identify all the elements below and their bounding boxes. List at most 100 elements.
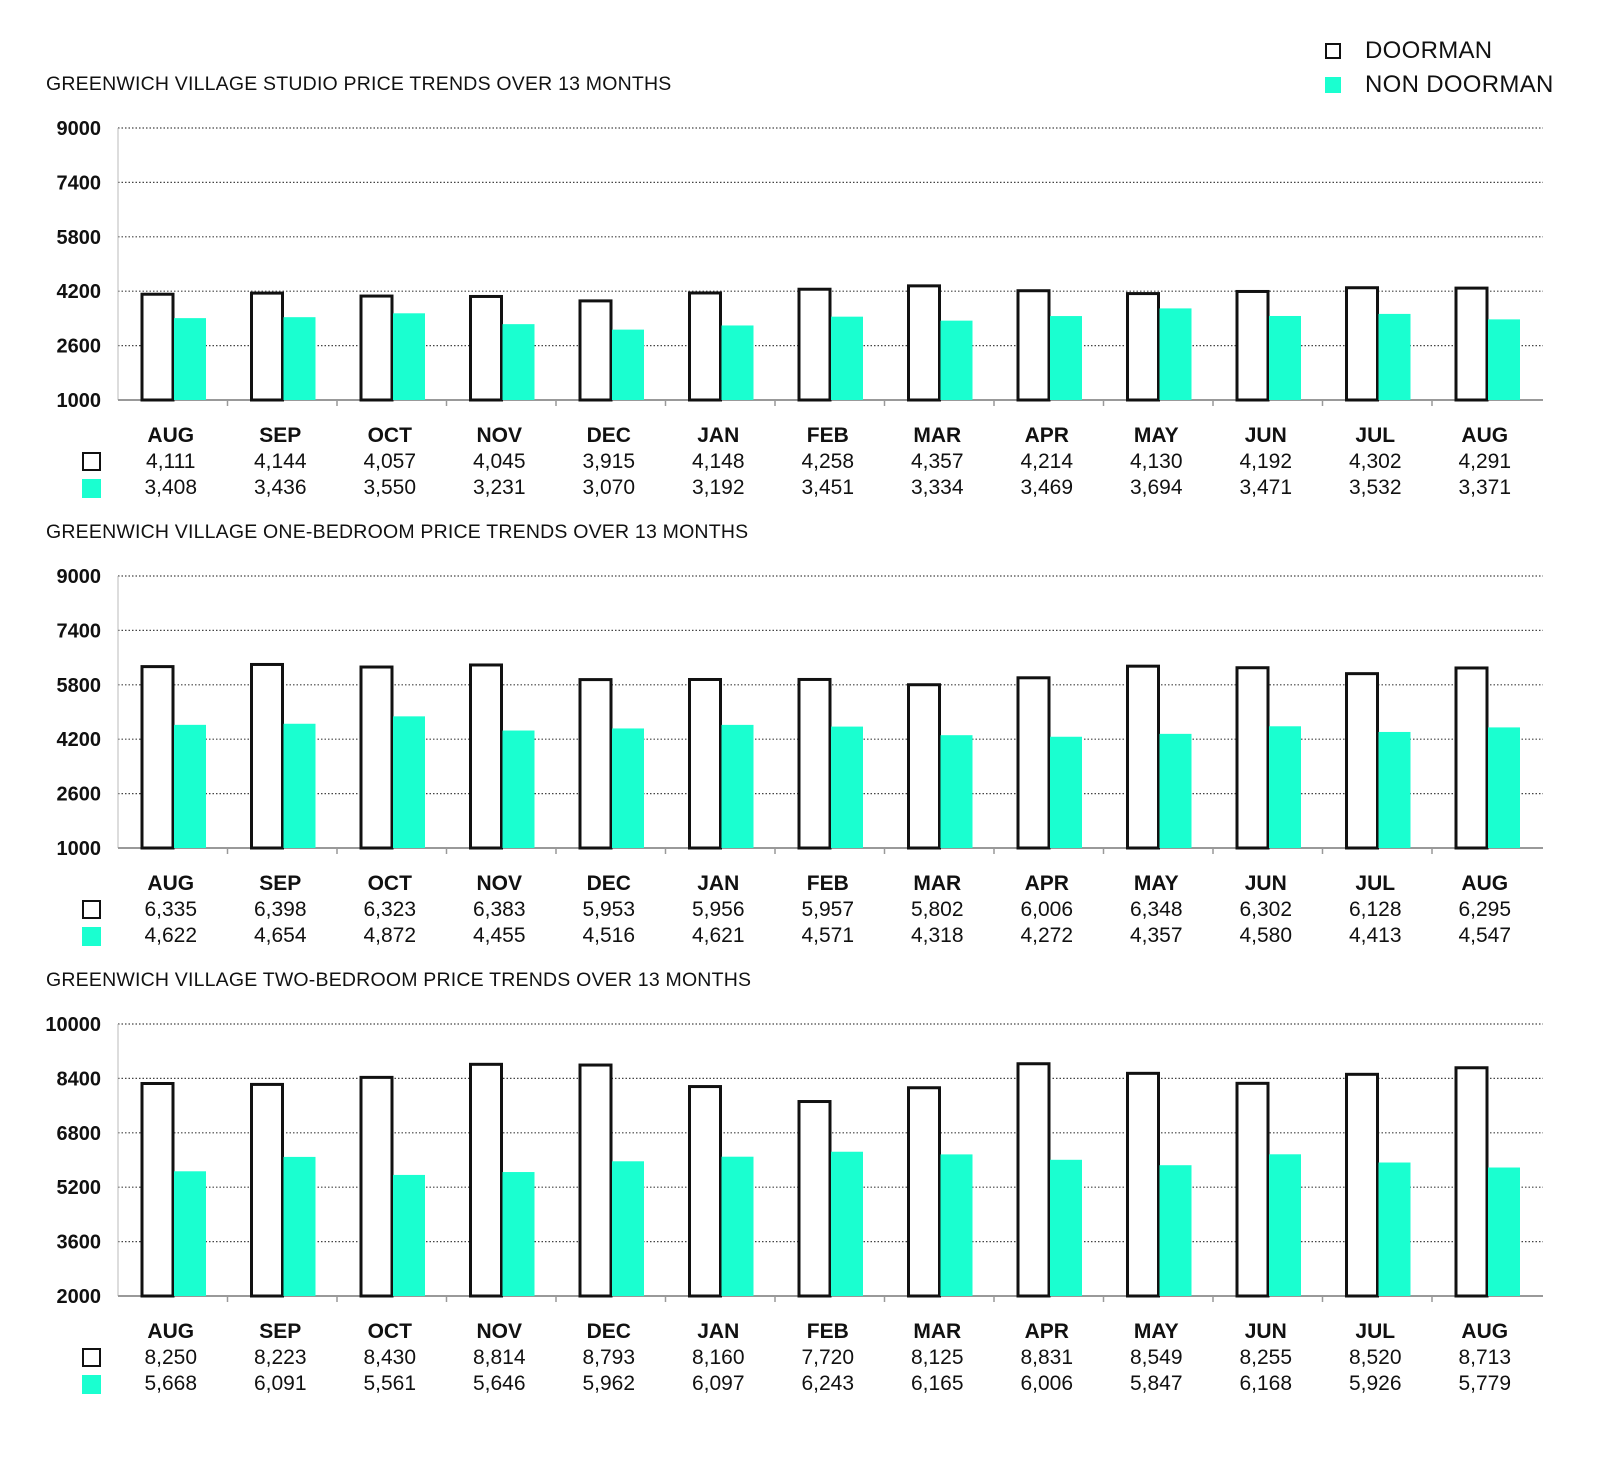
studio-value-label-non-doorman: 3,451 xyxy=(801,476,854,499)
studio-value-label-doorman: 4,357 xyxy=(911,450,964,473)
two-bedroom-bar-doorman xyxy=(250,1082,284,1298)
studio-value-label-non-doorman: 3,532 xyxy=(1349,476,1402,499)
legend-item-doorman: DOORMAN xyxy=(1325,34,1554,68)
one-bedroom-value-label-non-doorman: 4,357 xyxy=(1130,924,1183,947)
studio-value-label-non-doorman: 3,192 xyxy=(692,476,745,499)
studio-value-label-non-doorman: 3,550 xyxy=(363,476,416,499)
studio-bar-non-doorman xyxy=(831,316,863,400)
studio-category-label: SEP xyxy=(259,424,301,447)
two-bedroom-bar-doorman xyxy=(359,1075,394,1298)
studio-value-label-non-doorman: 3,408 xyxy=(144,476,197,499)
studio-bar-doorman xyxy=(359,294,394,402)
studio-category-label: JAN xyxy=(697,424,739,447)
two-bedroom-bar-non-doorman xyxy=(612,1161,644,1296)
studio-row-key-doorman xyxy=(82,452,101,471)
one-bedroom-category-label: AUG xyxy=(147,872,194,895)
one-bedroom-bar-doorman xyxy=(907,683,941,850)
two-bedroom-bar-non-doorman xyxy=(1159,1165,1192,1296)
one-bedroom-bar-doorman xyxy=(469,663,503,850)
two-bedroom-bar-doorman xyxy=(1345,1072,1379,1298)
one-bedroom-bar-doorman xyxy=(797,677,832,850)
studio-bar-non-doorman xyxy=(612,329,644,400)
studio-bar-non-doorman xyxy=(1269,315,1301,400)
studio-bar-non-doorman xyxy=(174,318,206,400)
one-bedroom-bar-non-doorman xyxy=(721,724,754,848)
one-bedroom-category-label: SEP xyxy=(259,872,301,895)
studio-value-label-non-doorman: 3,334 xyxy=(911,476,964,499)
two-bedroom-value-label-doorman: 8,831 xyxy=(1020,1346,1073,1369)
two-bedroom-value-label-non-doorman: 6,091 xyxy=(254,1372,307,1395)
studio-value-label-doorman: 4,214 xyxy=(1020,450,1073,473)
studio-bar-doorman xyxy=(797,287,832,402)
two-bedroom-category-label: APR xyxy=(1025,1320,1069,1343)
studio-bar-non-doorman xyxy=(393,313,425,400)
one-bedroom-bar-non-doorman xyxy=(1378,731,1411,848)
one-bedroom-bar-doorman xyxy=(688,677,722,850)
one-bedroom-bar-non-doorman xyxy=(502,730,535,848)
one-bedroom-value-label-non-doorman: 4,455 xyxy=(473,924,526,947)
two-bedroom-bar-non-doorman xyxy=(502,1172,535,1296)
studio-bar-non-doorman xyxy=(502,324,535,400)
studio-bar-doorman xyxy=(1126,292,1160,402)
studio-value-label-doorman: 4,057 xyxy=(363,450,416,473)
studio-bar-non-doorman xyxy=(1488,319,1520,400)
studio-category-label: APR xyxy=(1025,424,1069,447)
one-bedroom-value-label-non-doorman: 4,872 xyxy=(363,924,416,947)
legend-label-non-doorman: NON DOORMAN xyxy=(1365,71,1554,98)
studio-value-label-non-doorman: 3,371 xyxy=(1458,476,1511,499)
two-bedroom-value-label-non-doorman: 5,561 xyxy=(363,1372,416,1395)
one-bedroom-value-label-doorman: 5,956 xyxy=(692,898,745,921)
two-bedroom-row-key-non-doorman xyxy=(82,1375,101,1394)
studio-category-label: JUN xyxy=(1245,424,1287,447)
one-bedroom-value-label-doorman: 6,335 xyxy=(144,898,197,921)
studio-bar-doorman xyxy=(140,292,175,402)
two-bedroom-bar-non-doorman xyxy=(1050,1159,1082,1296)
one-bedroom-bar-doorman xyxy=(1345,672,1379,850)
two-bedroom-bar-doorman xyxy=(140,1082,175,1298)
two-bedroom-bar-doorman xyxy=(907,1086,941,1298)
one-bedroom-value-label-doorman: 6,128 xyxy=(1349,898,1402,921)
two-bedroom-value-label-doorman: 8,250 xyxy=(144,1346,197,1369)
two-bedroom-value-label-doorman: 8,223 xyxy=(254,1346,307,1369)
one-bedroom-category-label: OCT xyxy=(368,872,413,895)
legend: DOORMAN NON DOORMAN xyxy=(1325,34,1554,102)
two-bedroom-category-label: JAN xyxy=(697,1320,739,1343)
two-bedroom-value-label-doorman: 8,430 xyxy=(363,1346,416,1369)
studio-value-label-doorman: 4,302 xyxy=(1349,450,1402,473)
one-bedroom-value-label-non-doorman: 4,621 xyxy=(692,924,745,947)
one-bedroom-ytick-label: 1000 xyxy=(57,838,102,860)
one-bedroom-bar-non-doorman xyxy=(1159,733,1192,848)
two-bedroom-category-label: OCT xyxy=(368,1320,413,1343)
studio-value-label-doorman: 4,148 xyxy=(692,450,745,473)
legend-item-non-doorman: NON DOORMAN xyxy=(1325,68,1554,102)
one-bedroom-value-label-non-doorman: 4,413 xyxy=(1349,924,1402,947)
studio-category-label: DEC xyxy=(587,424,631,447)
one-bedroom-category-label: FEB xyxy=(807,872,849,895)
two-bedroom-category-label: JUN xyxy=(1245,1320,1287,1343)
two-bedroom-bar-non-doorman xyxy=(1378,1162,1411,1296)
two-bedroom-value-label-doorman: 8,160 xyxy=(692,1346,745,1369)
two-bedroom-value-label-non-doorman: 5,668 xyxy=(144,1372,197,1395)
studio-value-label-non-doorman: 3,436 xyxy=(254,476,307,499)
one-bedroom-value-label-doorman: 6,302 xyxy=(1239,898,1292,921)
two-bedroom-category-label: JUL xyxy=(1355,1320,1395,1343)
two-bedroom-bar-doorman xyxy=(578,1063,613,1298)
studio-bar-doorman xyxy=(1454,286,1489,402)
one-bedroom-bar-non-doorman xyxy=(1269,726,1301,848)
studio-category-label: JUL xyxy=(1355,424,1395,447)
legend-swatch-non-doorman xyxy=(1325,77,1341,93)
one-bedroom-value-label-doorman: 5,957 xyxy=(801,898,854,921)
studio-ytick-label: 2600 xyxy=(57,336,102,358)
two-bedroom-value-label-non-doorman: 6,006 xyxy=(1020,1372,1073,1395)
studio-category-label: AUG xyxy=(1461,424,1508,447)
one-bedroom-bar-doorman xyxy=(1016,676,1051,850)
one-bedroom-value-label-doorman: 5,953 xyxy=(582,898,635,921)
two-bedroom-value-label-doorman: 8,793 xyxy=(582,1346,635,1369)
one-bedroom-value-label-non-doorman: 4,318 xyxy=(911,924,964,947)
two-bedroom-value-label-non-doorman: 6,168 xyxy=(1239,1372,1292,1395)
studio-value-label-non-doorman: 3,694 xyxy=(1130,476,1183,499)
two-bedroom-ytick-label: 10000 xyxy=(45,1014,101,1036)
one-bedroom-value-label-doorman: 6,295 xyxy=(1458,898,1511,921)
two-bedroom-value-label-non-doorman: 5,926 xyxy=(1349,1372,1402,1395)
studio-value-label-doorman: 3,915 xyxy=(582,450,635,473)
